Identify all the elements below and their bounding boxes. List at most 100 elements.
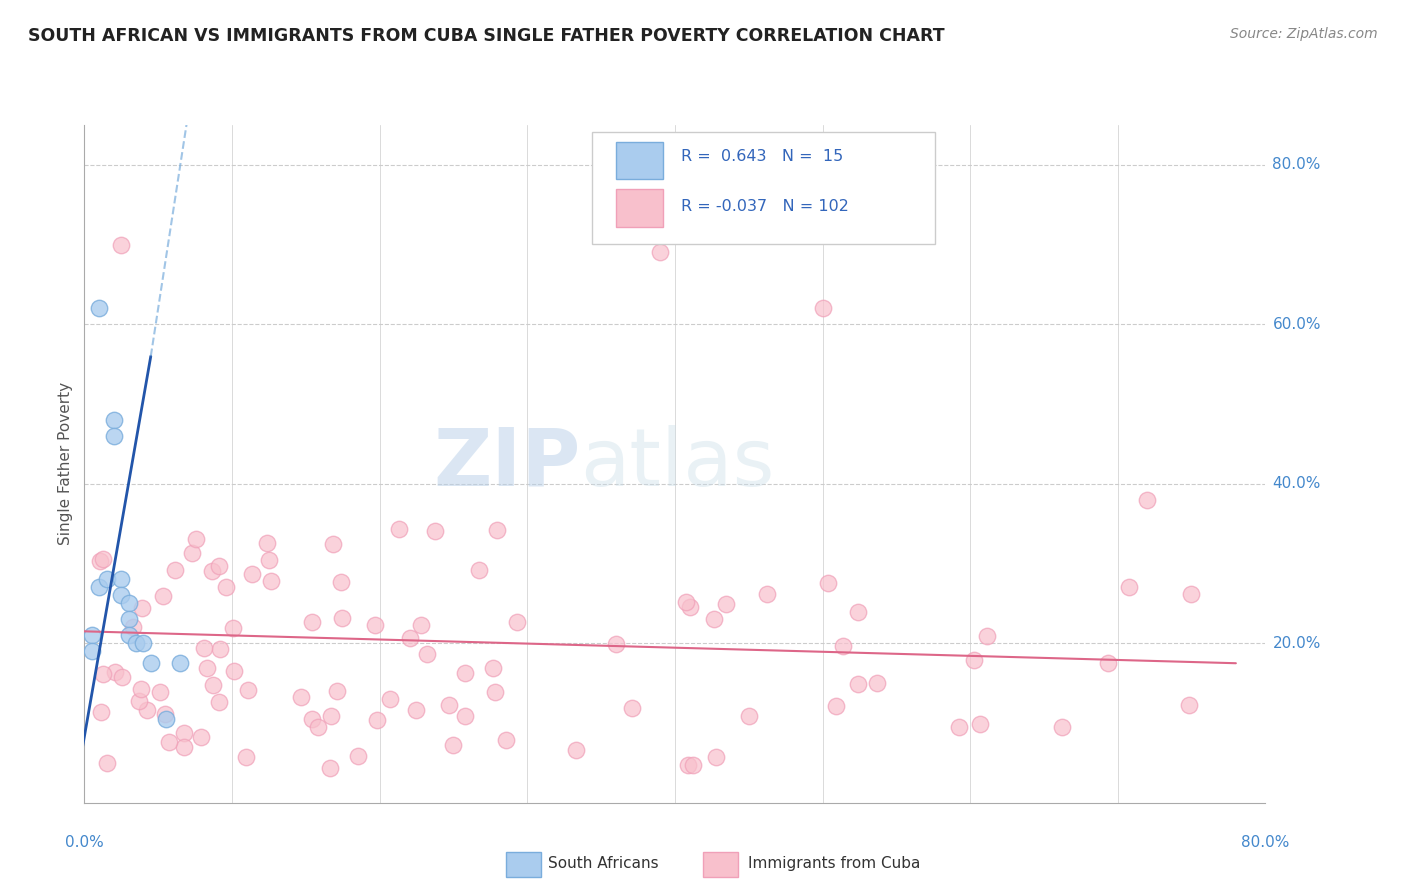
Point <box>103 429 125 443</box>
Point <box>825 699 848 714</box>
Point <box>208 559 231 574</box>
Text: 80.0%: 80.0% <box>1272 157 1320 172</box>
Point <box>169 657 191 671</box>
Point <box>222 665 245 679</box>
Point <box>425 524 447 539</box>
Point <box>1097 657 1119 671</box>
Point <box>326 684 349 698</box>
Point <box>290 690 312 705</box>
Point <box>90 706 112 720</box>
Point <box>165 563 187 577</box>
Point <box>675 595 697 609</box>
Text: R = -0.037   N = 102: R = -0.037 N = 102 <box>681 199 849 214</box>
Point <box>322 536 344 550</box>
Point <box>301 615 323 629</box>
Point <box>96 756 118 770</box>
FancyBboxPatch shape <box>616 189 664 227</box>
Point <box>80 628 103 642</box>
Point <box>846 605 869 619</box>
Point <box>811 301 834 316</box>
Y-axis label: Single Father Poverty: Single Father Poverty <box>58 383 73 545</box>
Point <box>136 703 159 717</box>
Point <box>152 589 174 603</box>
Point <box>195 660 218 674</box>
Point <box>439 698 461 712</box>
Point <box>380 692 402 706</box>
Point <box>319 761 342 775</box>
Point <box>110 670 132 684</box>
Point <box>186 532 208 546</box>
Point <box>1136 492 1159 507</box>
Text: 0.0%: 0.0% <box>65 836 104 850</box>
Point <box>91 666 114 681</box>
FancyBboxPatch shape <box>616 142 664 179</box>
Point <box>301 712 323 726</box>
Point <box>121 620 143 634</box>
Point <box>605 637 627 651</box>
Point <box>235 750 257 764</box>
FancyBboxPatch shape <box>592 132 935 244</box>
Point <box>307 720 329 734</box>
Point <box>131 601 153 615</box>
Point <box>620 701 643 715</box>
Point <box>202 678 225 692</box>
Point <box>846 677 869 691</box>
Point <box>257 553 280 567</box>
Point <box>866 675 889 690</box>
Point <box>364 617 387 632</box>
Point <box>399 631 422 645</box>
Point <box>222 621 245 635</box>
Point <box>128 694 150 708</box>
Point <box>1178 698 1201 713</box>
Point <box>87 581 111 595</box>
Point <box>405 703 427 717</box>
Point <box>1180 587 1202 601</box>
Point <box>682 758 704 772</box>
Text: South Africans: South Africans <box>548 856 659 871</box>
Point <box>817 576 839 591</box>
Point <box>564 743 586 757</box>
Point <box>831 639 853 653</box>
Point <box>132 636 155 650</box>
Point <box>103 413 125 427</box>
Point <box>347 748 370 763</box>
Text: 20.0%: 20.0% <box>1272 636 1320 651</box>
Point <box>80 644 103 658</box>
Point <box>157 735 180 749</box>
Point <box>416 647 439 661</box>
Point <box>149 685 172 699</box>
Point <box>506 615 529 629</box>
Point <box>153 706 176 721</box>
Point <box>180 546 202 560</box>
Text: 80.0%: 80.0% <box>1241 836 1289 850</box>
Point <box>256 536 278 550</box>
Point <box>190 730 212 744</box>
Point <box>716 597 738 611</box>
Point <box>388 522 411 536</box>
Point <box>155 712 177 726</box>
Point <box>366 713 388 727</box>
Point <box>87 301 111 316</box>
Point <box>486 523 509 537</box>
Point <box>193 640 215 655</box>
Point <box>89 554 111 568</box>
Text: 60.0%: 60.0% <box>1272 317 1320 332</box>
Point <box>755 587 778 601</box>
Point <box>240 567 263 582</box>
Point <box>118 628 141 642</box>
Point <box>648 245 672 260</box>
Point <box>208 641 231 656</box>
Text: atlas: atlas <box>581 425 775 503</box>
Text: R =  0.643   N =  15: R = 0.643 N = 15 <box>681 149 844 164</box>
Point <box>207 695 229 709</box>
Point <box>679 599 702 614</box>
Point <box>118 612 141 626</box>
Point <box>441 739 464 753</box>
Point <box>1050 720 1073 734</box>
Point <box>1118 580 1140 594</box>
Point <box>703 612 725 626</box>
Text: ZIP: ZIP <box>433 425 581 503</box>
Point <box>319 709 342 723</box>
Point <box>962 653 984 667</box>
Point <box>409 618 432 632</box>
